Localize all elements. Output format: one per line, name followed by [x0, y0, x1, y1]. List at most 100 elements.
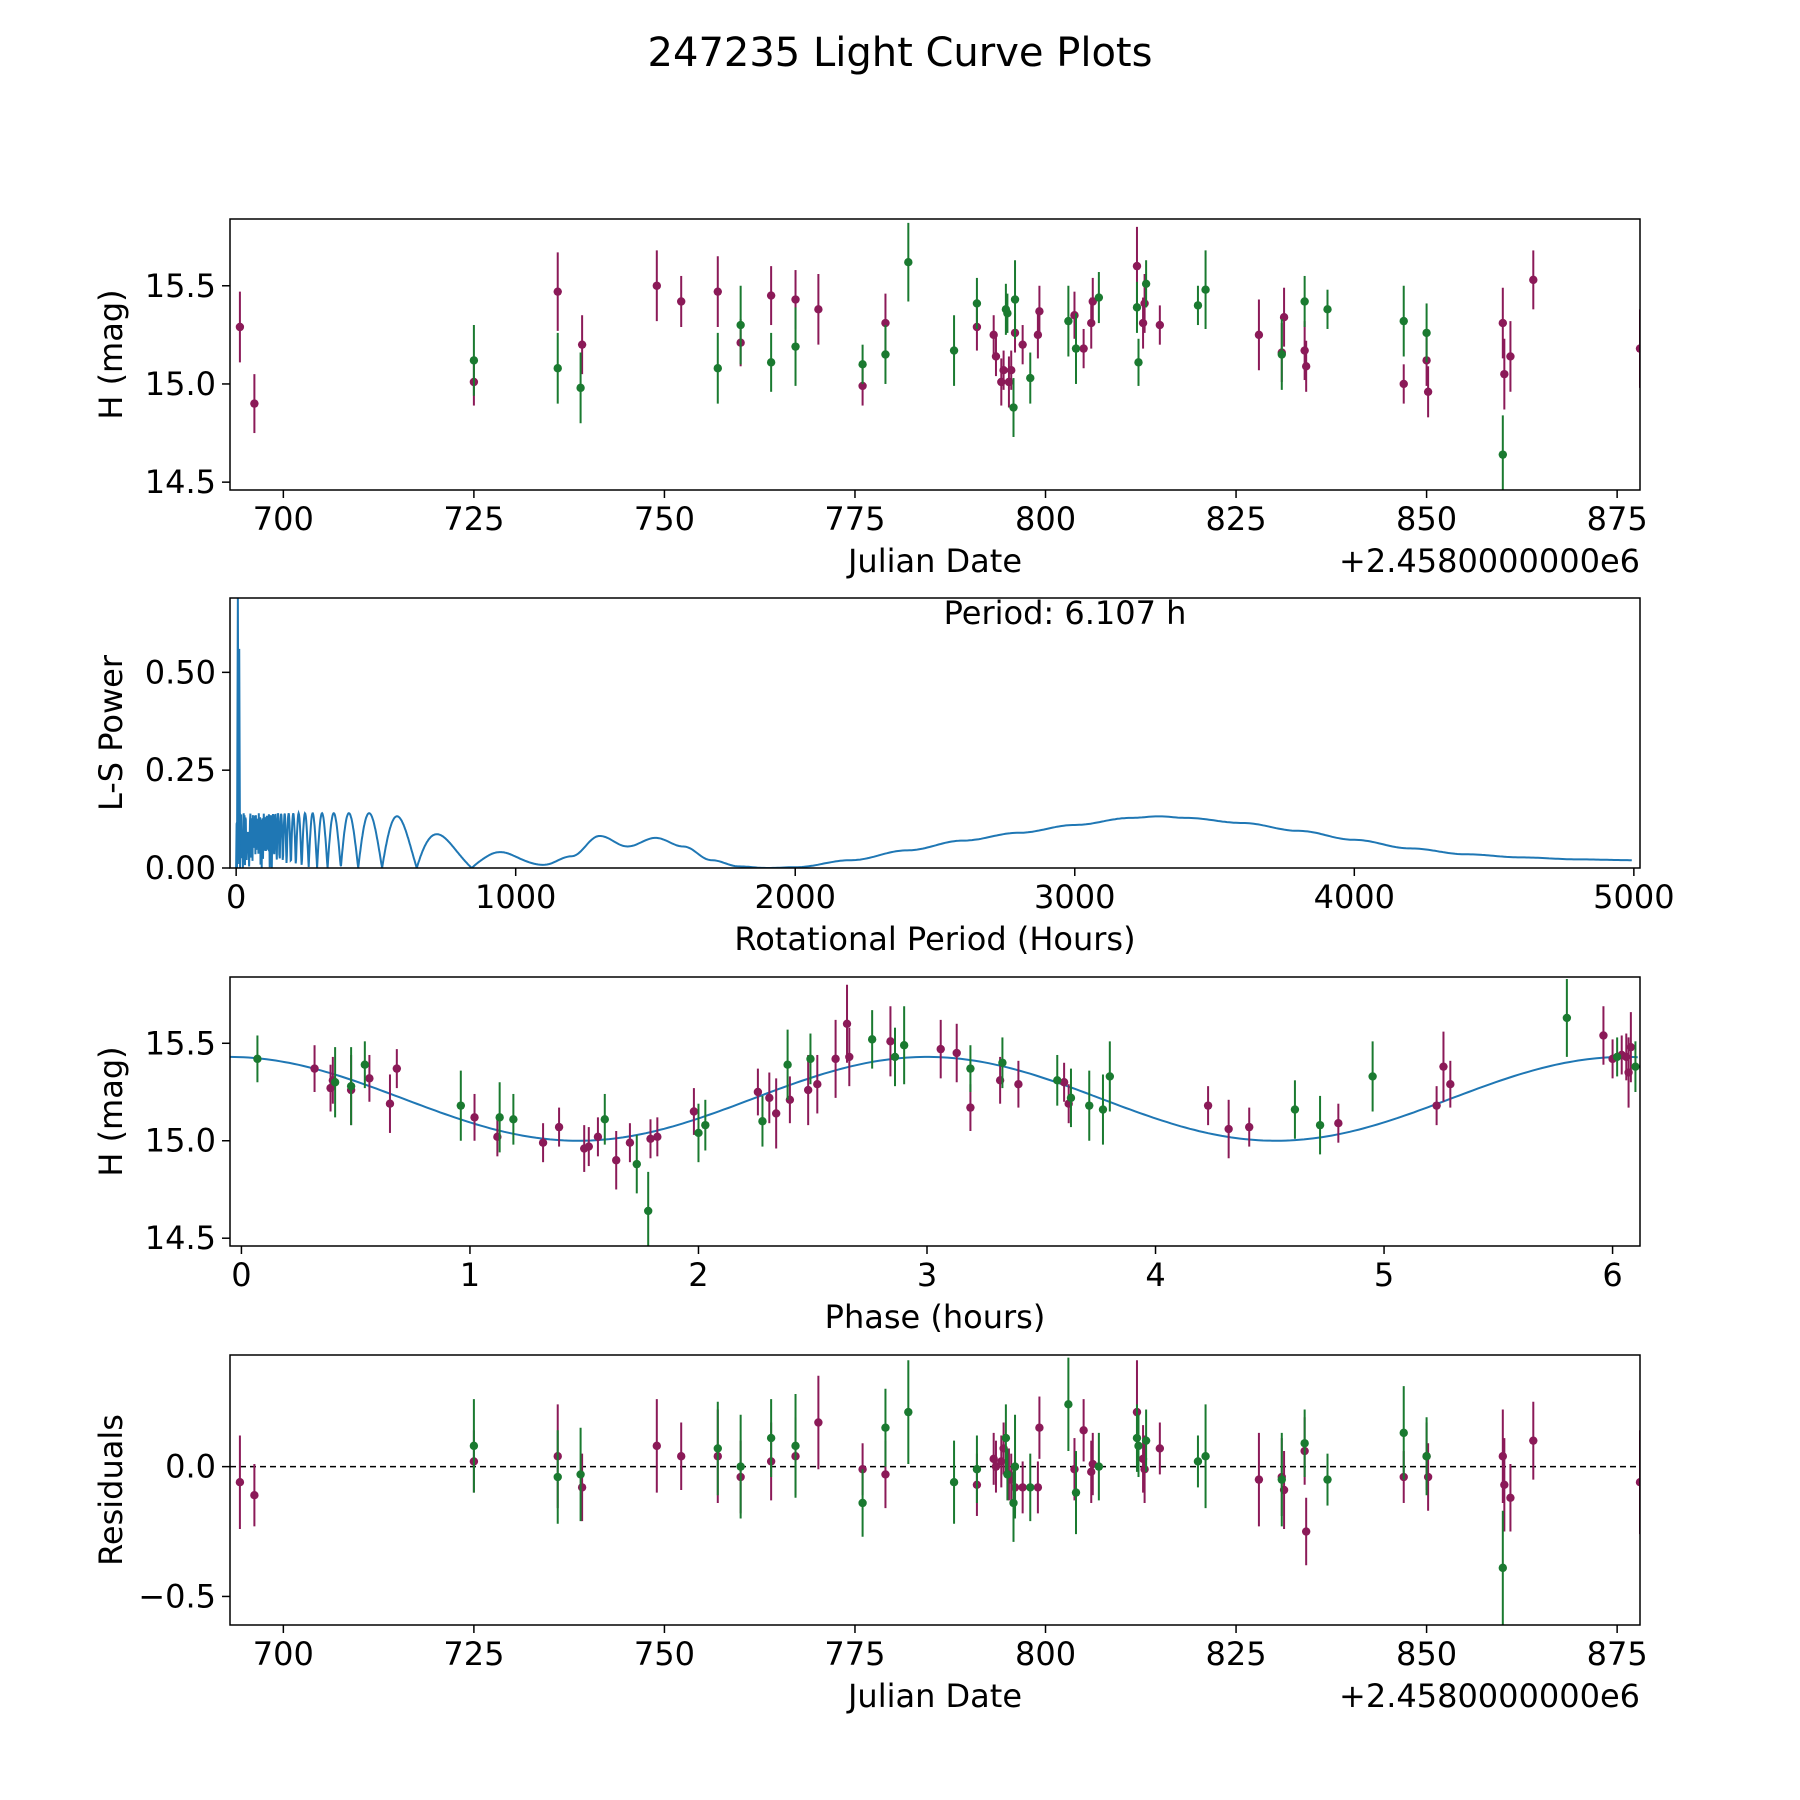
lightcurve-ylabel: H (mag)	[92, 289, 130, 419]
residuals-maroon-point	[577, 1483, 587, 1492]
phased-green-point	[1098, 1105, 1108, 1114]
lightcurve-green-point	[1323, 305, 1332, 314]
lightcurve-maroon-point	[1035, 307, 1044, 316]
residuals-green-point	[1277, 1475, 1286, 1484]
phased-green-point	[495, 1113, 504, 1122]
lightcurve-xtick-label: 725	[443, 500, 504, 538]
lightcurve-maroon-point	[1070, 311, 1079, 320]
lightcurve-green-point	[1132, 303, 1142, 312]
phased-green-point	[330, 1078, 340, 1087]
residuals-green-point	[1132, 1433, 1142, 1443]
phased-green-point	[1066, 1093, 1076, 1103]
residuals-green-point	[736, 1462, 745, 1471]
phased-maroon-point	[392, 1064, 402, 1073]
residuals-green-point	[553, 1472, 562, 1482]
lightcurve-green-point	[553, 364, 562, 373]
residuals-offset-label: +2.4580000000e6	[1339, 1677, 1640, 1715]
residuals-maroon-point	[1498, 1452, 1508, 1461]
lightcurve-green-point	[1300, 297, 1309, 306]
residuals-green-point	[1323, 1475, 1332, 1484]
phased-xtick-label: 0	[231, 1256, 251, 1294]
residuals-maroon-point	[1033, 1483, 1043, 1492]
phased-green-point	[1053, 1076, 1062, 1085]
phased-maroon-point	[753, 1087, 763, 1097]
periodogram-curve	[235, 809, 1632, 868]
lightcurve-offset-label: +2.4580000000e6	[1339, 542, 1640, 580]
periodogram-ytick-label: 0.50	[145, 653, 216, 691]
phased-green-point	[253, 1054, 262, 1064]
lightcurve-green-point	[1193, 301, 1203, 310]
lightcurve-maroon-point	[1033, 330, 1043, 340]
phased-maroon-point	[584, 1142, 593, 1151]
phased-green-point	[1290, 1105, 1300, 1114]
phased-green-point	[1105, 1072, 1115, 1081]
lightcurve-maroon-point	[791, 295, 800, 304]
phased-green-point	[694, 1128, 703, 1138]
residuals-maroon-point	[677, 1452, 686, 1461]
phased-maroon-point	[1203, 1101, 1213, 1110]
phased-maroon-point	[1014, 1080, 1023, 1089]
phased-maroon-point	[1446, 1080, 1455, 1089]
residuals-green-point	[1071, 1488, 1081, 1497]
lightcurve-maroon-point	[999, 366, 1008, 375]
phased-green-point	[346, 1081, 356, 1091]
phased-maroon-point	[1334, 1118, 1343, 1128]
phased-maroon-point	[813, 1080, 822, 1089]
residuals-maroon-point	[1529, 1436, 1538, 1445]
phased-ytick-label: 14.5	[145, 1219, 216, 1257]
residuals-green-point	[881, 1423, 890, 1432]
residuals-xtick-label: 775	[824, 1635, 885, 1673]
residuals-green-point	[1010, 1462, 1020, 1471]
phased-green-point	[600, 1115, 609, 1124]
lightcurve-green-point	[766, 358, 776, 367]
periodogram-xtick-label: 2000	[755, 878, 836, 916]
lightcurve-maroon-point	[1498, 318, 1508, 328]
phased-green-point	[360, 1060, 370, 1069]
lightcurve-maroon-point	[553, 287, 562, 296]
phased-green-point	[998, 1058, 1007, 1067]
lightcurve-maroon-point	[1018, 340, 1027, 349]
residuals-maroon-point	[991, 1462, 1001, 1471]
residuals-maroon-point	[652, 1441, 662, 1451]
phased-green-point	[701, 1120, 710, 1130]
phased-maroon-point	[845, 1052, 854, 1062]
phased-maroon-point	[1439, 1062, 1448, 1071]
panels: 700 725 750 775 800 825 850 875 14.5 15.0 15.5 Juli…	[92, 218, 1675, 1715]
phased-maroon-point	[625, 1138, 635, 1147]
figure-title: 247235 Light Curve Plots	[648, 30, 1153, 76]
lightcurve-maroon-point	[814, 305, 823, 314]
residuals-green-point	[858, 1498, 867, 1508]
lightcurve-maroon-point	[1138, 318, 1148, 328]
phased-plot-area	[230, 978, 1640, 1246]
residuals-green-point	[1026, 1483, 1035, 1492]
lightcurve-xtick-label: 800	[1015, 500, 1076, 538]
lightcurve-xtick-label: 700	[253, 500, 314, 538]
lightcurve-maroon-point	[652, 281, 662, 290]
residuals-green-point	[949, 1478, 959, 1487]
lightcurve-green-point	[1026, 373, 1035, 383]
lightcurve-maroon-point	[881, 318, 890, 328]
residuals-xtick-label: 725	[443, 1635, 504, 1673]
residuals-xtick-label: 750	[634, 1635, 695, 1673]
phased-green-point	[1085, 1101, 1094, 1110]
lightcurve-xlabel: Julian Date	[846, 542, 1022, 580]
residuals-xtick-label: 700	[253, 1635, 314, 1673]
residuals-maroon-point	[1140, 1465, 1149, 1474]
phased-maroon-point	[831, 1054, 840, 1064]
lightcurve-maroon-point	[1506, 352, 1515, 361]
phased-green-point	[1368, 1072, 1377, 1081]
lightcurve-plot-area	[235, 222, 1640, 490]
residuals-green-point	[1094, 1462, 1104, 1471]
residuals-green-point	[1201, 1452, 1210, 1461]
phased-maroon-point	[1432, 1101, 1441, 1110]
periodogram-frame	[229, 597, 1641, 869]
lightcurve-green-point	[1134, 358, 1143, 367]
lightcurve-maroon-point	[858, 381, 867, 391]
phased-green-point	[456, 1101, 466, 1110]
periodogram-annotation: Period: 6.107 h	[944, 594, 1187, 632]
residuals-xtick-label: 850	[1396, 1635, 1457, 1673]
phased-green-point	[1631, 1062, 1640, 1071]
lightcurve-green-point	[1141, 279, 1151, 289]
residuals-xlabel: Julian Date	[846, 1677, 1022, 1715]
phased-green-point	[890, 1052, 900, 1062]
